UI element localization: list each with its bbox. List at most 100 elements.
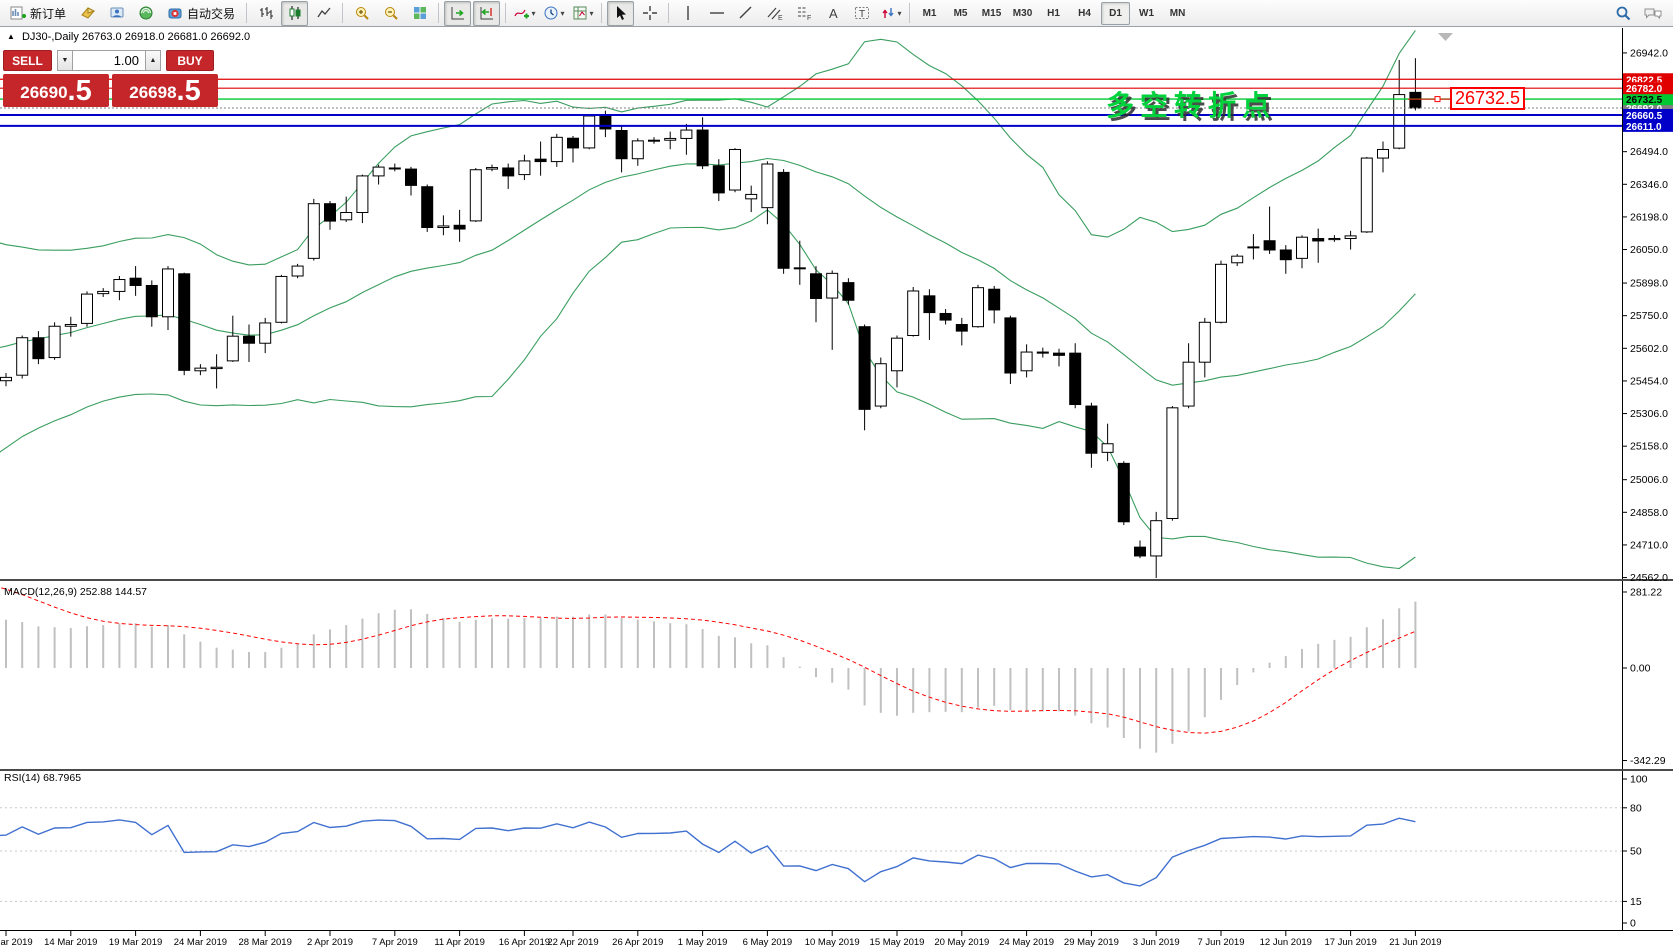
date-label: 10 Mar 2019 bbox=[0, 937, 33, 948]
price-tick-label: 25602.0 bbox=[1630, 343, 1668, 355]
chart-shift-marker[interactable] bbox=[1438, 33, 1453, 41]
zoom-out-button[interactable] bbox=[377, 1, 404, 26]
candle bbox=[307, 198, 320, 261]
chart-canvas[interactable]: 26942.0 26494.0 26346.0 26198.0 26050.0 25898… bbox=[0, 28, 1673, 950]
dropdown-caret: ▾ bbox=[531, 8, 536, 18]
horizontal-line-icon bbox=[709, 12, 724, 14]
svg-text:26611.0: 26611.0 bbox=[1626, 122, 1662, 133]
date-label: 16 Apr 2019 bbox=[499, 937, 550, 948]
buy-button[interactable]: BUY bbox=[166, 50, 214, 71]
candle bbox=[907, 287, 920, 337]
timeframe-m15[interactable]: M15 bbox=[981, 7, 1002, 19]
candle bbox=[340, 196, 353, 222]
buy-price-display[interactable]: 26698 .5 bbox=[112, 74, 218, 107]
candle bbox=[1053, 348, 1065, 367]
candle bbox=[923, 289, 936, 340]
rsi-tick-label: 0 bbox=[1630, 918, 1636, 930]
candle bbox=[777, 169, 790, 274]
volume-input[interactable] bbox=[73, 50, 145, 71]
toolbar-separator bbox=[909, 3, 911, 23]
terminal-button[interactable] bbox=[103, 1, 130, 26]
timeframe-h4[interactable]: H4 bbox=[1078, 7, 1091, 19]
cursor-button[interactable] bbox=[607, 0, 635, 26]
sell-button[interactable]: SELL bbox=[3, 50, 52, 71]
buy-price-dec: .5 bbox=[176, 75, 201, 107]
timeframe-d1[interactable]: D1 bbox=[1101, 1, 1131, 25]
trendline-button[interactable] bbox=[732, 1, 759, 26]
panel-collapse-arrow[interactable]: ▲ bbox=[7, 32, 15, 41]
dropdown-caret: ▾ bbox=[897, 8, 902, 18]
candle bbox=[1279, 245, 1292, 274]
price-axis-panel bbox=[1623, 28, 1673, 950]
timeframe-mn[interactable]: MN bbox=[1169, 7, 1186, 19]
vertical-line-button[interactable] bbox=[674, 1, 701, 26]
line-chart-button[interactable] bbox=[310, 1, 337, 26]
pane-divider[interactable] bbox=[0, 769, 1673, 771]
search-button[interactable] bbox=[1610, 1, 1637, 26]
date-label: 15 May 2019 bbox=[870, 937, 925, 948]
volume-up-button[interactable]: ▲ bbox=[145, 50, 161, 71]
bar-chart-button[interactable] bbox=[252, 1, 279, 26]
macd-tick-label: 281.22 bbox=[1630, 586, 1662, 598]
channel-button[interactable]: E bbox=[761, 1, 788, 26]
text-label-button[interactable]: T bbox=[848, 1, 875, 26]
sell-price-display[interactable]: 26690 .5 bbox=[3, 74, 109, 107]
timeframe-w1[interactable]: W1 bbox=[1139, 7, 1155, 19]
new-order-button[interactable]: 新订单 bbox=[4, 1, 72, 26]
candle bbox=[1247, 234, 1260, 260]
date-label: 12 Jun 2019 bbox=[1260, 937, 1312, 948]
toolbar: 新订单 自动交易 bbox=[0, 0, 1673, 27]
candle bbox=[518, 154, 531, 181]
timeframe-m1[interactable]: M1 bbox=[922, 7, 937, 19]
rsi-tick-label: 80 bbox=[1630, 802, 1642, 814]
signal-button[interactable] bbox=[132, 1, 159, 26]
candle bbox=[712, 159, 725, 202]
candlestick-chart-button[interactable] bbox=[281, 0, 309, 26]
chart-shift-button[interactable] bbox=[473, 0, 501, 26]
candle bbox=[680, 123, 693, 155]
date-label: 19 Mar 2019 bbox=[109, 937, 162, 948]
metaeditor-button[interactable] bbox=[74, 1, 101, 26]
zoom-in-button[interactable] bbox=[348, 1, 375, 26]
arrows-button[interactable]: ▾ bbox=[877, 1, 904, 26]
candle bbox=[178, 272, 191, 376]
bollinger-lower-band bbox=[0, 209, 1416, 570]
candle bbox=[502, 163, 515, 189]
price-callout-box[interactable]: 26732.5 bbox=[1450, 87, 1525, 110]
candle bbox=[275, 274, 288, 324]
autotrading-button[interactable]: 自动交易 bbox=[161, 1, 241, 26]
indicators-button[interactable]: ▾ bbox=[511, 1, 538, 26]
volume-down-button[interactable]: ▼ bbox=[57, 50, 73, 71]
crosshair-icon bbox=[642, 6, 657, 20]
periods-button[interactable]: ▾ bbox=[540, 1, 567, 26]
candle bbox=[64, 316, 77, 337]
macd-signal-line bbox=[0, 587, 1416, 734]
price-tick-label: 25898.0 bbox=[1630, 278, 1668, 290]
hline-price-label-26782.0[interactable]: 26782.0 bbox=[1623, 82, 1673, 95]
date-label: 6 May 2019 bbox=[743, 937, 793, 948]
timeframe-h1[interactable]: H1 bbox=[1047, 7, 1060, 19]
templates-icon bbox=[573, 6, 587, 20]
timeframe-m30[interactable]: M30 bbox=[1012, 7, 1033, 19]
candle bbox=[388, 163, 401, 172]
pane-divider[interactable] bbox=[0, 579, 1673, 581]
rsi-tick-label: 100 bbox=[1630, 774, 1648, 786]
templates-button[interactable]: ▾ bbox=[569, 1, 596, 26]
chart-shift-icon bbox=[480, 7, 493, 20]
text-button[interactable]: A bbox=[819, 1, 846, 26]
horizontal-line-button[interactable] bbox=[703, 1, 730, 26]
fibonacci-button[interactable]: F bbox=[790, 1, 817, 26]
svg-text:26782.0: 26782.0 bbox=[1626, 84, 1663, 95]
dropdown-caret: ▾ bbox=[589, 8, 594, 18]
tile-windows-button[interactable] bbox=[406, 1, 433, 26]
candle bbox=[858, 324, 871, 431]
chat-button[interactable] bbox=[1639, 1, 1666, 26]
hline-price-label-26611.0[interactable]: 26611.0 bbox=[1623, 119, 1673, 133]
hline-price-label-26660.5[interactable]: 26660.5 bbox=[1623, 108, 1673, 122]
auto-scroll-button[interactable] bbox=[444, 0, 472, 26]
crosshair-button[interactable] bbox=[636, 1, 663, 26]
candle bbox=[226, 315, 239, 362]
hline-price-label-26732.5[interactable]: 26732.5 bbox=[1623, 93, 1673, 106]
timeframe-m5[interactable]: M5 bbox=[953, 7, 968, 19]
arrows-icon bbox=[881, 8, 894, 18]
